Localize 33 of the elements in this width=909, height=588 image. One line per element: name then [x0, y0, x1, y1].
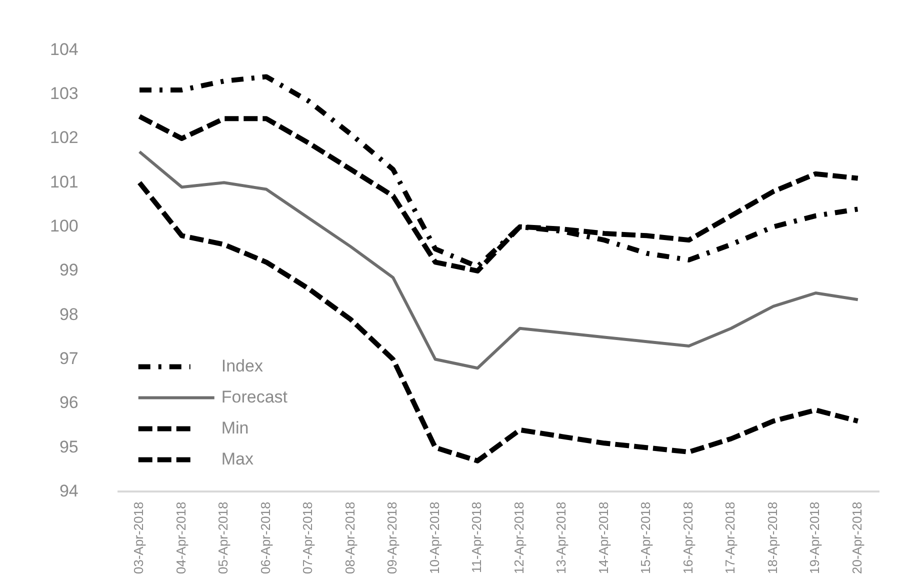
- x-tick-label: 20-Apr-2018: [849, 502, 864, 574]
- legend-label: Index: [221, 356, 264, 376]
- y-tick-label: 104: [50, 40, 78, 59]
- x-tick-label: 10-Apr-2018: [426, 502, 442, 574]
- y-tick-label: 96: [59, 393, 78, 412]
- x-tick-label: 13-Apr-2018: [554, 502, 569, 574]
- legend-label: Forecast: [221, 387, 288, 406]
- x-tick-label: 08-Apr-2018: [342, 502, 358, 574]
- y-tick-label: 100: [50, 216, 78, 236]
- legend-label: Min: [221, 418, 249, 438]
- y-tick-label: 101: [50, 172, 78, 192]
- x-tick-label: 17-Apr-2018: [722, 502, 738, 574]
- x-tick-label: 09-Apr-2018: [384, 502, 400, 574]
- x-tick-label: 03-Apr-2018: [131, 502, 146, 574]
- y-tick-label: 103: [50, 84, 78, 104]
- x-tick-label: 15-Apr-2018: [638, 502, 654, 574]
- legend-label: Max: [221, 449, 254, 468]
- y-tick-label: 94: [59, 481, 78, 500]
- x-tick-label: 18-Apr-2018: [764, 502, 780, 574]
- x-tick-label: 16-Apr-2018: [680, 502, 696, 574]
- y-tick-label: 102: [50, 128, 78, 148]
- y-tick-label: 99: [59, 260, 78, 280]
- x-tick-label: 07-Apr-2018: [300, 502, 316, 574]
- x-tick-label: 11-Apr-2018: [469, 502, 484, 574]
- y-tick-label: 97: [59, 348, 78, 368]
- x-tick-label: 19-Apr-2018: [807, 502, 822, 574]
- y-tick-label: 95: [59, 437, 78, 456]
- x-tick-label: 14-Apr-2018: [596, 502, 611, 574]
- x-tick-label: 12-Apr-2018: [511, 502, 526, 574]
- y-tick-label: 98: [59, 304, 78, 324]
- x-tick-label: 06-Apr-2018: [258, 502, 273, 574]
- x-tick-label: 05-Apr-2018: [216, 502, 231, 574]
- x-tick-label: 04-Apr-2018: [173, 502, 188, 574]
